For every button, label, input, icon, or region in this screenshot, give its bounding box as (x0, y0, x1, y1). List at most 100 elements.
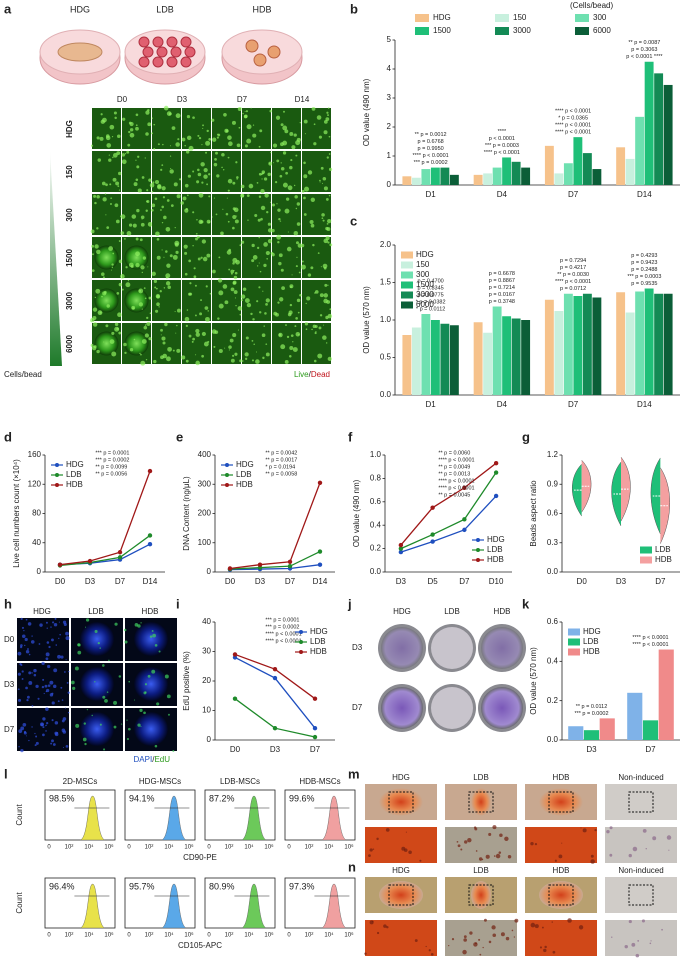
texture (154, 744, 158, 748)
texture (145, 132, 149, 136)
stain-image (605, 784, 677, 820)
texture (590, 854, 594, 858)
texture (186, 114, 191, 119)
bar (411, 327, 421, 395)
texture (290, 159, 293, 162)
legend-label: HDB (583, 647, 600, 656)
texture (21, 678, 24, 680)
texture (637, 939, 640, 942)
point (57, 562, 63, 567)
texture (206, 183, 209, 186)
legend-dot (55, 473, 59, 477)
texture (194, 284, 197, 287)
x-tick-label: 10⁶ (264, 844, 274, 851)
row-label: 150 (65, 165, 74, 179)
texture (285, 324, 287, 326)
texture (111, 351, 117, 357)
texture (327, 219, 332, 224)
texture (285, 171, 288, 175)
texture (149, 312, 152, 315)
p-value: **** p < 0.0001 (484, 150, 520, 156)
texture (201, 181, 204, 184)
zoom-image (365, 920, 437, 956)
texture (143, 287, 146, 289)
texture (213, 197, 215, 199)
gel (57, 42, 103, 62)
texture (264, 193, 269, 198)
texture (169, 155, 172, 157)
texture (143, 325, 148, 330)
texture (318, 135, 322, 139)
texture (325, 342, 328, 344)
texture (211, 118, 215, 122)
texture (23, 644, 26, 647)
texture (232, 214, 237, 220)
bar (592, 297, 602, 395)
texture (27, 622, 32, 626)
texture (151, 271, 156, 276)
legend-label: LDB (236, 470, 252, 479)
texture (205, 285, 208, 288)
y-tick-label: 0.0 (547, 567, 559, 576)
texture (208, 221, 211, 224)
texture (267, 222, 272, 226)
y-tick-label: 0.6 (370, 497, 382, 506)
bar (521, 167, 531, 185)
p-value: p = 0.6768 (418, 139, 444, 145)
texture (35, 735, 38, 738)
y-tick-label: 0.6 (547, 617, 559, 626)
texture (91, 244, 95, 248)
stain-blob (379, 788, 423, 816)
bead (138, 56, 150, 68)
texture (319, 179, 321, 182)
texture (218, 348, 223, 354)
legend-label: 1500 (433, 26, 451, 35)
texture (111, 331, 115, 335)
series-line (400, 495, 497, 553)
texture (451, 938, 455, 941)
column-label: HDB (553, 866, 570, 875)
point (312, 696, 318, 701)
bead-image (94, 331, 119, 356)
texture (45, 724, 47, 726)
texture (284, 360, 289, 364)
live-dead-image (212, 237, 241, 278)
texture (228, 268, 231, 271)
texture (289, 165, 293, 170)
stain-text: / (309, 370, 312, 379)
texture (326, 222, 329, 225)
p-value: p = 0.8867 (489, 278, 515, 284)
y-tick-label: 0.0 (547, 735, 559, 744)
p-value: p = 0.0167 (489, 292, 515, 298)
texture (45, 725, 47, 727)
series-line (400, 462, 497, 546)
texture (405, 831, 407, 833)
texture (161, 164, 164, 167)
texture (239, 313, 242, 316)
x-tick-label: 10² (145, 933, 154, 939)
texture (166, 111, 172, 116)
texture (232, 280, 237, 285)
texture (278, 261, 282, 266)
texture (242, 287, 247, 292)
texture (128, 223, 133, 227)
texture (200, 299, 202, 302)
texture (196, 180, 200, 184)
p-value: ** p = 0.0056 (95, 471, 127, 477)
legend-label: 3000 (416, 290, 434, 299)
texture (217, 317, 220, 320)
texture (225, 212, 229, 216)
x-tick-label: D1 (426, 400, 437, 409)
x-tick-label: 10⁴ (324, 932, 334, 939)
texture (299, 122, 301, 124)
y-axis-label: DNA Content (ng/μL) (182, 476, 191, 551)
texture (236, 178, 238, 180)
column-label: HDG (392, 866, 410, 875)
texture (229, 338, 234, 343)
texture (137, 723, 141, 727)
texture (263, 325, 265, 327)
texture (313, 142, 317, 146)
flow-histogram (241, 883, 267, 929)
y-tick-label: 1.0 (380, 315, 392, 324)
